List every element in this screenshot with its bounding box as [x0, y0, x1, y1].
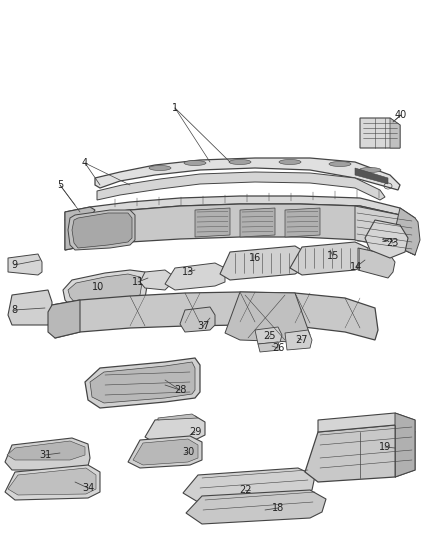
Text: 34: 34	[82, 483, 94, 493]
Polygon shape	[285, 208, 320, 237]
Polygon shape	[258, 342, 280, 352]
Polygon shape	[65, 207, 95, 250]
Polygon shape	[240, 208, 275, 237]
Polygon shape	[8, 254, 42, 275]
Polygon shape	[145, 416, 205, 443]
Ellipse shape	[329, 161, 351, 166]
Text: 18: 18	[272, 503, 284, 513]
Polygon shape	[5, 438, 90, 470]
Polygon shape	[96, 302, 122, 316]
Polygon shape	[195, 208, 230, 237]
Ellipse shape	[184, 160, 206, 166]
Text: 19: 19	[379, 442, 391, 452]
Polygon shape	[355, 206, 415, 255]
Polygon shape	[97, 172, 385, 200]
Polygon shape	[358, 248, 395, 278]
Polygon shape	[5, 465, 100, 500]
Polygon shape	[165, 263, 225, 290]
Polygon shape	[68, 210, 135, 250]
Ellipse shape	[279, 159, 301, 165]
Ellipse shape	[149, 166, 171, 171]
Text: 9: 9	[11, 260, 17, 270]
Text: 28: 28	[174, 385, 186, 395]
Polygon shape	[140, 270, 172, 290]
Text: 13: 13	[182, 267, 194, 277]
Polygon shape	[225, 292, 310, 342]
Polygon shape	[360, 118, 400, 148]
Polygon shape	[365, 220, 408, 258]
Text: 22: 22	[239, 485, 251, 495]
Polygon shape	[318, 413, 415, 432]
Text: 10: 10	[92, 282, 104, 292]
Polygon shape	[290, 242, 368, 275]
Text: 15: 15	[327, 251, 339, 261]
Polygon shape	[65, 204, 415, 255]
Polygon shape	[63, 270, 148, 308]
Text: 30: 30	[182, 447, 194, 457]
Polygon shape	[48, 300, 80, 338]
Polygon shape	[95, 158, 400, 190]
Text: 37: 37	[197, 321, 209, 331]
Polygon shape	[7, 441, 85, 460]
Text: 27: 27	[296, 335, 308, 345]
Ellipse shape	[229, 159, 251, 165]
Polygon shape	[220, 246, 305, 280]
Ellipse shape	[359, 167, 381, 173]
Text: 5: 5	[57, 180, 63, 190]
Polygon shape	[85, 358, 200, 408]
Text: 25: 25	[264, 331, 276, 341]
Polygon shape	[285, 330, 312, 350]
Polygon shape	[390, 118, 400, 148]
Polygon shape	[186, 490, 326, 524]
Text: 4: 4	[82, 158, 88, 168]
Polygon shape	[305, 425, 415, 482]
Text: 14: 14	[350, 262, 362, 272]
Polygon shape	[72, 213, 132, 248]
Text: 23: 23	[386, 238, 398, 248]
Text: 8: 8	[11, 305, 17, 315]
Polygon shape	[180, 307, 215, 332]
Text: SRS: SRS	[382, 238, 394, 243]
Text: 16: 16	[249, 253, 261, 263]
Polygon shape	[8, 290, 52, 325]
Polygon shape	[133, 439, 198, 465]
Polygon shape	[90, 362, 195, 403]
Text: 31: 31	[39, 450, 51, 460]
Polygon shape	[65, 196, 415, 225]
Text: 11: 11	[132, 277, 144, 287]
Polygon shape	[50, 292, 378, 340]
Text: 29: 29	[189, 427, 201, 437]
Polygon shape	[395, 413, 415, 477]
Polygon shape	[68, 274, 142, 304]
Text: 26: 26	[272, 343, 284, 353]
Polygon shape	[395, 208, 420, 255]
Polygon shape	[8, 468, 96, 495]
Text: 40: 40	[395, 110, 407, 120]
Text: 1: 1	[172, 103, 178, 113]
Polygon shape	[255, 327, 282, 344]
Polygon shape	[128, 436, 202, 468]
Polygon shape	[158, 414, 198, 420]
Polygon shape	[183, 468, 315, 502]
Polygon shape	[355, 168, 388, 184]
